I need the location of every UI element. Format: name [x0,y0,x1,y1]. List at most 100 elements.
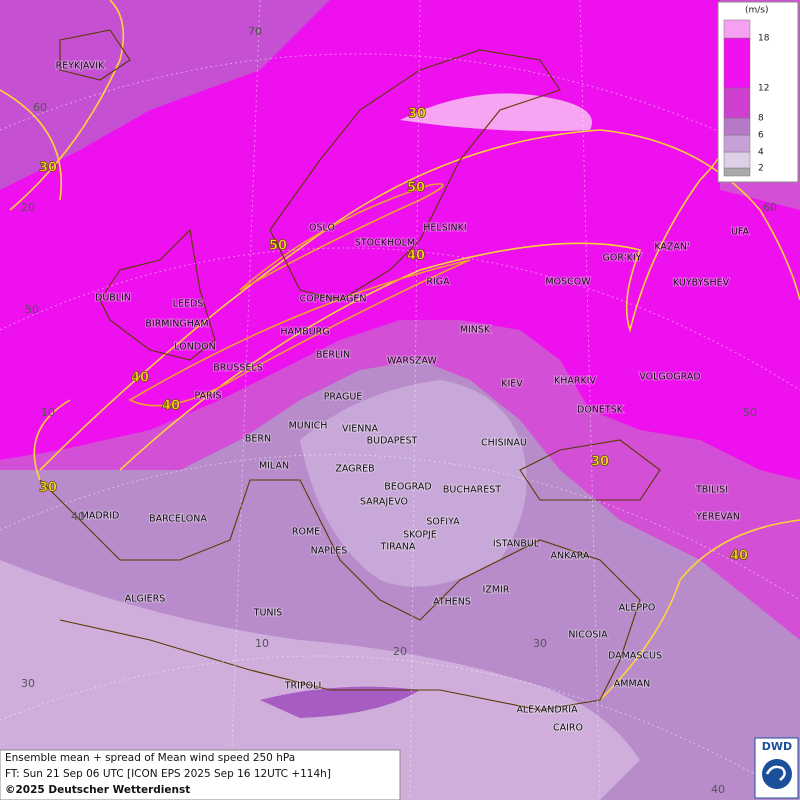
city-label: TIRANA [380,542,416,553]
city-label: GOR'KIY [603,253,642,264]
city-label: HAMBURG [280,327,329,338]
city-label: BUDAPEST [367,436,418,447]
city-label: STOCKHOLM [355,238,415,249]
coast [99,228,216,361]
city-label: BEOGRAD [384,482,431,493]
graticule-label: 50 [743,406,757,419]
footer: Ensemble mean + spread of Mean wind spee… [0,749,401,800]
contours [0,0,800,701]
city-label: KAZAN' [654,242,689,253]
legend-swatch [723,87,751,119]
city-label: MINSK [460,325,491,336]
legend-unit: (m/s) [745,6,769,16]
graticule-label: 70 [248,25,262,38]
city-label: UFA [731,227,750,238]
legend-level-label: 4 [758,148,764,158]
coastlines [39,29,661,711]
coast [519,439,661,501]
footer-forecast: FT: Sun 21 Sep 06 UTC [ICON EPS 2025 Sep… [5,768,331,780]
contour-label: 40 [407,249,425,264]
graticule-line [579,0,601,800]
graticule-label: 30 [533,637,547,650]
city-label: YEREVAN [695,512,740,523]
wind-max-area [400,93,592,132]
logo-text: DWD [762,740,792,753]
graticule-label: 10 [255,637,269,650]
city-label: SOFIYA [426,517,460,528]
city-label: LONDON [174,342,215,353]
graticule-line [409,0,421,800]
city-label: CAIRO [553,723,583,734]
city-label: REYKJAVIK [56,61,105,72]
city-label: ALEPPO [619,603,656,614]
graticule-label: 10 [41,406,55,419]
legend-swatch [723,117,751,136]
city-label: HELSINKI [423,223,466,234]
city-label: BRUSSELS [213,363,262,374]
graticule-label: 30 [21,677,35,690]
graticule-line [0,655,800,800]
city-label: IZMIR [483,585,510,596]
city-label: RIGA [426,277,450,288]
city-label: MADRID [81,511,120,522]
contour-label: 30 [39,161,57,176]
city-label: CHISINAU [481,438,527,449]
city-label: LEEDS [173,299,204,310]
city-label: AMMAN [614,679,651,690]
city-label: VOLGOGRAD [639,372,700,383]
city-label: DONETSK [577,405,624,416]
coast [269,49,561,301]
logo: DWD [754,737,799,799]
city-label: DUBLIN [95,293,131,304]
city-label: DAMASCUS [608,651,662,662]
legend-swatch [723,37,751,89]
graticule-label: 50 [25,303,39,316]
wind-band-north [0,0,330,190]
city-label: ANKARA [551,551,590,562]
contour-line [39,129,800,471]
city-label: TRIPOLI [284,681,322,692]
logo-swirl [765,765,786,781]
contour-label: 30 [408,107,426,122]
coast [39,479,641,711]
graticule-label: 40 [71,510,85,523]
legend-swatch [723,134,751,153]
city-label: SKOPJE [403,530,437,541]
legend-level-label: 6 [758,131,764,141]
city-label: ISTANBUL [493,539,540,550]
footer-title: Ensemble mean + spread of Mean wind spee… [5,752,295,764]
city-label: NICOSIA [568,630,608,641]
city-label: PRAGUE [324,392,363,403]
city-label: BERN [245,434,271,445]
city-label: SARAJEVO [360,497,408,508]
logo-emblem [762,759,792,789]
legend-level-label: 12 [758,84,769,94]
legend-swatch [723,151,751,169]
legend-swatch [723,167,751,177]
city-label: TUNIS [253,608,283,619]
city-label: MILAN [259,461,289,472]
graticule-label: 40 [711,783,725,796]
city-label: COPENHAGEN [300,294,367,305]
contour-label: 50 [269,239,287,254]
coast [59,29,131,81]
graticule-label: 60 [763,201,777,214]
city-label: BIRMINGHAM [145,319,208,330]
city-label: KUYBYSHEV [673,278,730,289]
contour-label: 50 [407,181,425,196]
graticule-line [229,0,261,800]
city-label: MUNICH [289,421,328,432]
city-label: MOSCOW [545,277,591,288]
legend-level-label: 18 [758,34,770,44]
contour-label: 30 [39,481,57,496]
contour-line [239,183,444,291]
contour-line [9,0,125,211]
wind-calm-south [0,560,640,800]
city-label: BERLIN [316,350,350,361]
contour-line [33,399,71,481]
city-label: ZAGREB [335,464,374,475]
contour-line [0,89,62,201]
city-label: BARCELONA [149,514,207,525]
